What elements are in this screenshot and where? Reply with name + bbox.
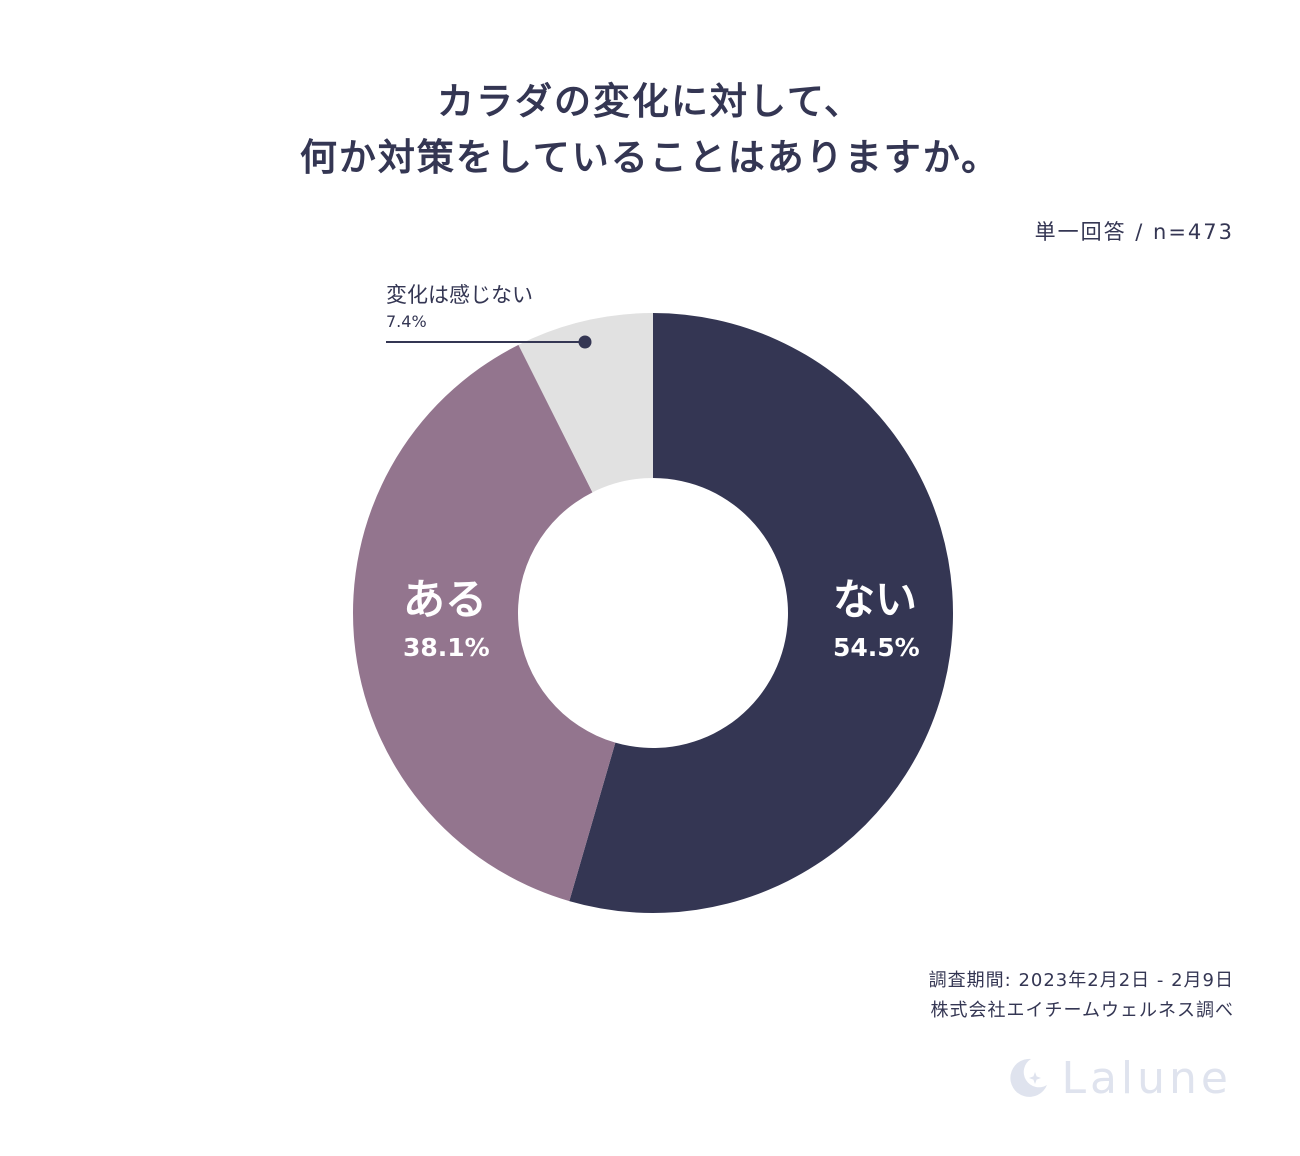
slice-label-henka-nashi: 変化は感じない <box>386 283 533 307</box>
slice-value-nai: 54.5% <box>833 633 920 662</box>
callout-dot <box>579 336 592 349</box>
slice-label-nai: ない <box>833 575 917 624</box>
survey-footer: 調査期間: 2023年2月2日 - 2月9日 株式会社エイチームウェルネス調べ <box>929 966 1234 1026</box>
brand-logo: Lalune <box>1005 1052 1232 1104</box>
slice-value-aru: 38.1% <box>403 633 490 662</box>
survey-period: 調査期間: 2023年2月2日 - 2月9日 <box>929 966 1234 996</box>
slice-value-henka-nashi: 7.4% <box>386 312 427 331</box>
slice-label-aru: ある <box>403 575 487 624</box>
brand-name: Lalune <box>1061 1053 1232 1104</box>
moon-icon <box>1005 1055 1051 1101</box>
survey-source: 株式会社エイチームウェルネス調べ <box>929 996 1234 1026</box>
